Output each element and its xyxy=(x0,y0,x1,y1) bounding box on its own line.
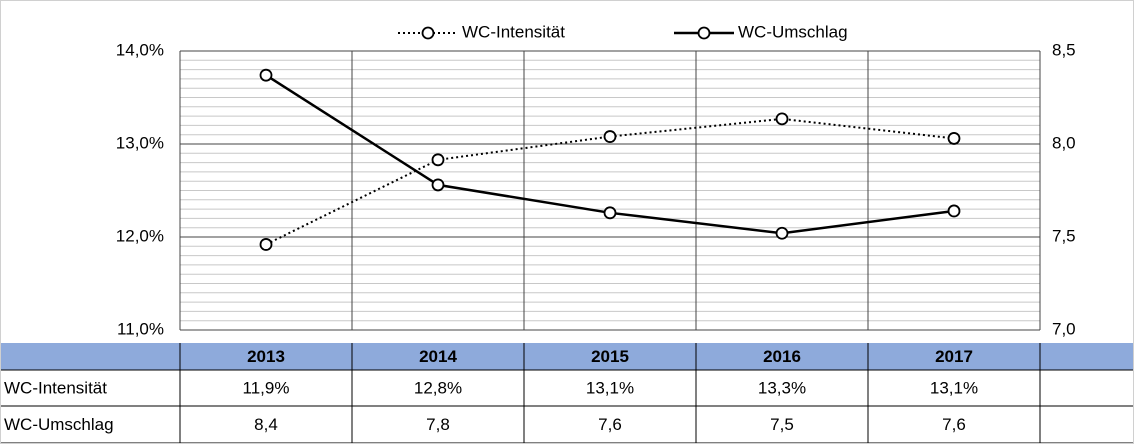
category-label: 2014 xyxy=(419,347,457,366)
point xyxy=(259,68,273,82)
table-row-label: WC-Intensität xyxy=(4,378,107,397)
table-row-label: WC-Umschlag xyxy=(4,415,114,434)
point xyxy=(431,178,445,192)
point xyxy=(947,204,961,218)
table-value: 13,3% xyxy=(758,378,806,397)
table-value: 8,4 xyxy=(254,415,278,434)
category-label: 2017 xyxy=(935,347,973,366)
table-value: 11,9% xyxy=(243,378,290,397)
table-value: 7,8 xyxy=(426,415,450,434)
y-tick-label: 12,0% xyxy=(116,226,164,245)
point xyxy=(603,206,617,220)
table-value: 7,6 xyxy=(598,415,622,434)
category-label: 2016 xyxy=(763,347,801,366)
point xyxy=(775,226,789,240)
y-tick-label: 11,0% xyxy=(117,319,164,338)
point xyxy=(603,130,617,143)
y-tick-label: 13,0% xyxy=(116,133,164,152)
legend-label: WC-Intensität xyxy=(462,22,565,41)
y2-tick-label: 7,5 xyxy=(1052,226,1076,245)
point xyxy=(431,153,445,167)
y2-tick-label: 8,0 xyxy=(1052,133,1076,152)
legend-marker xyxy=(697,26,711,40)
y-tick-label: 14,0% xyxy=(116,40,164,59)
y2-tick-label: 8,5 xyxy=(1052,40,1076,59)
y2-tick-label: 7,0 xyxy=(1052,319,1076,338)
table-value: 12,8% xyxy=(414,378,462,397)
table-value: 7,5 xyxy=(770,415,794,434)
table-header xyxy=(0,343,1134,370)
table-value: 13,1% xyxy=(586,378,634,397)
table-value: 13,1% xyxy=(930,378,978,397)
legend-label: WC-Umschlag xyxy=(738,22,848,41)
legend-marker xyxy=(421,26,435,40)
table-value: 7,6 xyxy=(942,415,966,434)
category-label: 2015 xyxy=(591,347,629,366)
point xyxy=(947,132,961,145)
point xyxy=(259,238,273,251)
category-label: 2013 xyxy=(247,347,285,366)
point xyxy=(775,112,789,126)
